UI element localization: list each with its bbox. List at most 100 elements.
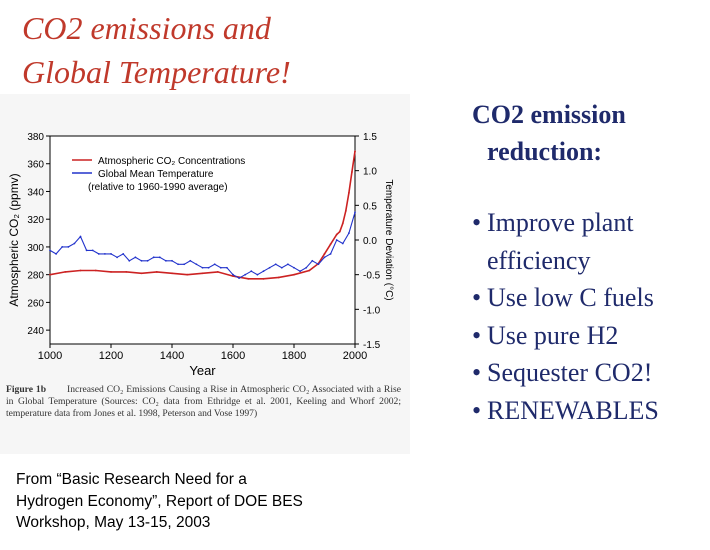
temperature-data-point bbox=[122, 252, 125, 255]
y-right-tick-label: 1.0 bbox=[363, 167, 377, 178]
figure-caption-label: Figure 1b bbox=[6, 384, 47, 395]
y-left-tick-label: 300 bbox=[27, 243, 44, 254]
co2-data-point bbox=[125, 270, 128, 273]
temperature-data-point bbox=[67, 246, 70, 248]
bullet-icon: • bbox=[472, 208, 482, 237]
list-item: • Use pure H2 bbox=[472, 317, 708, 355]
temperature-data-point bbox=[335, 239, 338, 241]
temperature-data-point bbox=[287, 263, 289, 266]
co2-data-point bbox=[79, 269, 82, 272]
temperature-data-point bbox=[293, 266, 295, 269]
temperature-data-point bbox=[268, 266, 271, 269]
temperature-data-point bbox=[140, 259, 143, 262]
reduction-heading-line-2: reduction: bbox=[487, 137, 603, 166]
co2-data-point bbox=[348, 191, 350, 194]
bullet-icon: • bbox=[472, 358, 482, 387]
temperature-data-point bbox=[55, 252, 57, 255]
source-note: From “Basic Research Need for a Hydrogen… bbox=[16, 469, 376, 534]
y-right-tick-label: 1.5 bbox=[363, 132, 377, 143]
x-tick-label: 1600 bbox=[221, 350, 245, 362]
y-left-tick-label: 240 bbox=[27, 326, 44, 337]
y-left-tick-label: 360 bbox=[27, 160, 44, 171]
y-right-tick-label: 0.0 bbox=[363, 236, 377, 247]
temperature-data-point bbox=[116, 256, 118, 259]
plot-area bbox=[49, 135, 356, 345]
co2-data-point bbox=[232, 275, 234, 277]
temperature-data-point bbox=[195, 263, 198, 266]
legend-label: Atmospheric CO₂ Concentrations bbox=[98, 156, 245, 167]
co2-data-point bbox=[171, 272, 173, 275]
y-left-tick-label: 380 bbox=[27, 132, 44, 143]
temperature-data-point bbox=[201, 266, 204, 269]
list-item-text: RENEWABLES bbox=[487, 395, 659, 425]
temperature-data-point bbox=[91, 249, 94, 252]
reduction-items: • Improve plant efficiency • Use low C fue… bbox=[472, 204, 708, 429]
temperature-data-point bbox=[262, 270, 265, 273]
bullet-icon: • bbox=[472, 320, 482, 350]
y-right-axis-label: Temperature Deviation (°C) bbox=[383, 179, 394, 300]
co2-data-point bbox=[262, 277, 265, 280]
bullet-icon: • bbox=[472, 395, 482, 425]
temperature-data-point bbox=[207, 266, 210, 269]
temperature-data-point bbox=[97, 252, 100, 255]
y-left-tick-label: 320 bbox=[27, 215, 44, 226]
temperature-data-point bbox=[329, 252, 332, 255]
reduction-list: CO2 emission reduction: • Improve plant e… bbox=[472, 96, 708, 429]
x-tick-label: 2000 bbox=[343, 350, 367, 362]
co2-data-point bbox=[354, 150, 356, 153]
y-right-tick-label: 0.5 bbox=[363, 201, 377, 212]
figure-caption-text: Increased CO₂ Emissions Causing a Rise i… bbox=[6, 384, 401, 419]
y-right-tick-label: -1.0 bbox=[363, 305, 381, 316]
co2-data-point bbox=[277, 276, 280, 279]
temperature-data-point bbox=[317, 263, 320, 266]
co2-data-point bbox=[293, 273, 295, 276]
temperature-data-point bbox=[73, 242, 76, 245]
slide-title-line-1: CO2 emissions and bbox=[22, 10, 271, 46]
co2-data-point bbox=[186, 273, 189, 276]
temperature-data-point bbox=[165, 259, 167, 262]
y-left-tick-label: 340 bbox=[27, 187, 44, 198]
bullet-icon: • bbox=[472, 283, 482, 312]
temperature-data-point bbox=[354, 211, 356, 214]
temperature-data-point bbox=[61, 246, 64, 248]
temperature-data-point bbox=[311, 259, 314, 262]
temperature-data-point bbox=[152, 256, 155, 259]
co2-data-point bbox=[140, 272, 143, 275]
co2-data-point bbox=[247, 277, 250, 280]
temperature-data-point bbox=[256, 273, 259, 276]
y-left-axis-label: Atmospheric CO₂ (ppmv) bbox=[7, 173, 21, 306]
temperature-data-point bbox=[305, 266, 308, 269]
co2-data-point bbox=[335, 233, 338, 236]
temperature-data-point bbox=[171, 259, 173, 262]
temperature-data-point bbox=[244, 273, 247, 276]
temperature-data-point bbox=[183, 263, 186, 266]
temperature-data-point bbox=[219, 266, 222, 269]
legend-label: Global Mean Temperature bbox=[98, 169, 214, 180]
legend-label: (relative to 1960-1990 average) bbox=[88, 182, 228, 193]
co2-data-point bbox=[351, 171, 353, 173]
temperature-data-point bbox=[104, 252, 106, 255]
x-axis-label: Year bbox=[189, 363, 216, 378]
temperature-data-point bbox=[280, 266, 283, 269]
temperature-data-point bbox=[323, 256, 326, 259]
figure-caption: Figure 1b Increased CO₂ Emissions Causin… bbox=[6, 384, 401, 420]
y-left-tick-label: 260 bbox=[27, 298, 44, 309]
temperature-data-point bbox=[299, 270, 301, 273]
co2-temperature-chart: 1000 1200 1400 1600 1800 2000 240 260 280 300 320 3… bbox=[7, 132, 394, 378]
reduction-heading-line-1: CO2 emission bbox=[472, 100, 626, 129]
x-tick-label: 1400 bbox=[160, 350, 184, 362]
x-tick-label: 1800 bbox=[282, 350, 306, 362]
co2-data-point bbox=[110, 270, 112, 273]
co2-series-line bbox=[49, 151, 356, 280]
temperature-data-point bbox=[238, 277, 241, 280]
x-tick-label: 1200 bbox=[99, 350, 123, 362]
co2-data-point bbox=[64, 270, 67, 273]
list-item-text: Sequester CO2! bbox=[487, 358, 653, 387]
temperature-data-point bbox=[250, 270, 253, 273]
source-line-3: Workshop, May 13-15, 2003 bbox=[16, 514, 211, 531]
temperature-data-point bbox=[79, 235, 82, 238]
temperature-data-point bbox=[341, 242, 344, 245]
temperature-data-point bbox=[110, 252, 112, 255]
temperature-data-point bbox=[189, 259, 192, 262]
reduction-heading: CO2 emission reduction: bbox=[472, 96, 708, 170]
